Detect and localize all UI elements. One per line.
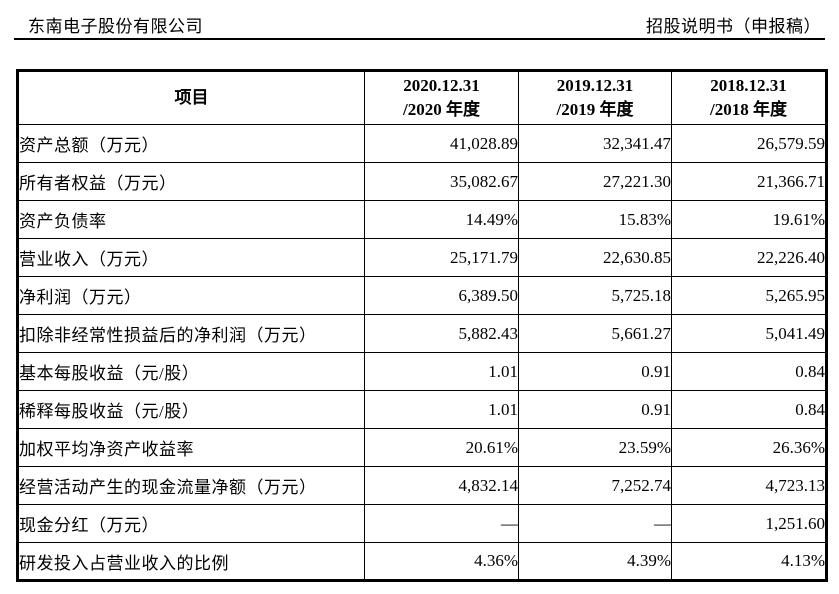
row-label: 净利润（万元） — [17, 276, 365, 315]
column-header-period-2018: 2018.12.31 /2018 年度 — [671, 70, 827, 125]
row-label: 资产负债率 — [17, 200, 365, 239]
financial-summary-table: 项目 2020.12.31 /2020 年度 2019.12.31 /2019 … — [16, 69, 828, 582]
column-header-item: 项目 — [17, 70, 365, 125]
table-row: 基本每股收益（元/股） 1.01 0.91 0.84 — [17, 352, 827, 391]
period-year: /2018 年度 — [710, 100, 787, 119]
table-header-row: 项目 2020.12.31 /2020 年度 2019.12.31 /2019 … — [17, 70, 827, 125]
row-value: 4,832.14 — [364, 466, 519, 505]
row-label: 基本每股收益（元/股） — [17, 352, 365, 391]
row-value: 0.84 — [671, 352, 827, 391]
row-value: 1.01 — [364, 352, 519, 391]
table-body: 资产总额（万元） 41,028.89 32,341.47 26,579.59 所有者权益… — [17, 124, 827, 581]
row-value: 1,251.60 — [671, 504, 827, 543]
row-label: 营业收入（万元） — [17, 238, 365, 277]
row-value: 15.83% — [518, 200, 672, 239]
table-row: 资产总额（万元） 41,028.89 32,341.47 26,579.59 — [17, 124, 827, 163]
table-row: 现金分红（万元） — —1,251.60 — [17, 504, 827, 543]
row-label: 稀释每股收益（元/股） — [17, 390, 365, 429]
row-value: 4.39% — [518, 542, 672, 581]
row-value: 20.61% — [364, 428, 519, 467]
row-label: 加权平均净资产收益率 — [17, 428, 365, 467]
row-value: 6,389.50 — [364, 276, 519, 315]
row-value: 22,630.85 — [518, 238, 672, 277]
row-value: 5,265.95 — [671, 276, 827, 315]
row-value: 4.13% — [671, 542, 827, 581]
table-row: 扣除非经常性损益后的净利润（万元） 5,882.43 5,661.27 5,041.4… — [17, 314, 827, 353]
table-row: 资产负债率 14.49% 15.83% 19.61% — [17, 200, 827, 239]
period-date: 2019.12.31 — [556, 76, 634, 96]
row-value: 0.84 — [671, 390, 827, 429]
table-row: 营业收入（万元） 25,171.79 22,630.85 22,226.40 — [17, 238, 827, 277]
table-row: 研发投入占营业收入的比例 4.36% 4.39% 4.13% — [17, 542, 827, 581]
table-row: 净利润（万元） 6,389.50 5,725.18 5,265.95 — [17, 276, 827, 315]
column-header-period-2019: 2019.12.31 /2019 年度 — [518, 70, 672, 125]
row-label: 资产总额（万元） — [17, 124, 365, 163]
row-value: 23.59% — [518, 428, 672, 467]
table-row: 所有者权益（万元） 35,082.67 27,221.30 21,366.71 — [17, 162, 827, 201]
row-value: 35,082.67 — [364, 162, 519, 201]
row-value: 0.91 — [518, 352, 672, 391]
column-header-period-2020: 2020.12.31 /2020 年度 — [364, 70, 519, 125]
row-value: 21,366.71 — [671, 162, 827, 201]
period-date: 2020.12.31 — [403, 76, 480, 96]
row-value: 25,171.79 — [364, 238, 519, 277]
row-value: 41,028.89 — [364, 124, 519, 163]
row-label: 所有者权益（万元） — [17, 162, 365, 201]
row-value: 5,041.49 — [671, 314, 827, 353]
row-label: 经营活动产生的现金流量净额（万元） — [17, 466, 365, 505]
row-value: 14.49% — [364, 200, 519, 239]
page-header: 东南电子股份有限公司 招股说明书（申报稿） — [28, 12, 821, 37]
row-value: — — [518, 504, 672, 543]
row-value: 1.01 — [364, 390, 519, 429]
row-value: 26,579.59 — [671, 124, 827, 163]
row-value: 7,252.74 — [518, 466, 672, 505]
table-row: 经营活动产生的现金流量净额（万元） 4,832.14 7,252.74 4,723.1… — [17, 466, 827, 505]
row-value: 22,226.40 — [671, 238, 827, 277]
period-year: /2020 年度 — [403, 100, 480, 119]
row-value: 4,723.13 — [671, 466, 827, 505]
period-date: 2018.12.31 — [710, 76, 787, 96]
row-label: 现金分红（万元） — [17, 504, 365, 543]
period-year: /2019 年度 — [556, 100, 634, 119]
row-value: 0.91 — [518, 390, 672, 429]
header-divider — [14, 38, 825, 40]
row-value: 26.36% — [671, 428, 827, 467]
row-value: 32,341.47 — [518, 124, 672, 163]
row-value: 5,725.18 — [518, 276, 672, 315]
row-value: 4.36% — [364, 542, 519, 581]
row-value: 5,882.43 — [364, 314, 519, 353]
table-row: 加权平均净资产收益率 20.61% 23.59% 26.36% — [17, 428, 827, 467]
company-name: 东南电子股份有限公司 — [28, 17, 203, 36]
document-title: 招股说明书（申报稿） — [646, 17, 821, 36]
table-row: 稀释每股收益（元/股） 1.01 0.91 0.84 — [17, 390, 827, 429]
row-value: 27,221.30 — [518, 162, 672, 201]
row-value: 19.61% — [671, 200, 827, 239]
row-label: 研发投入占营业收入的比例 — [17, 542, 365, 581]
row-value: — — [364, 504, 519, 543]
row-value: 5,661.27 — [518, 314, 672, 353]
row-label: 扣除非经常性损益后的净利润（万元） — [17, 314, 365, 353]
table-header: 项目 2020.12.31 /2020 年度 2019.12.31 /2019 … — [17, 70, 827, 125]
